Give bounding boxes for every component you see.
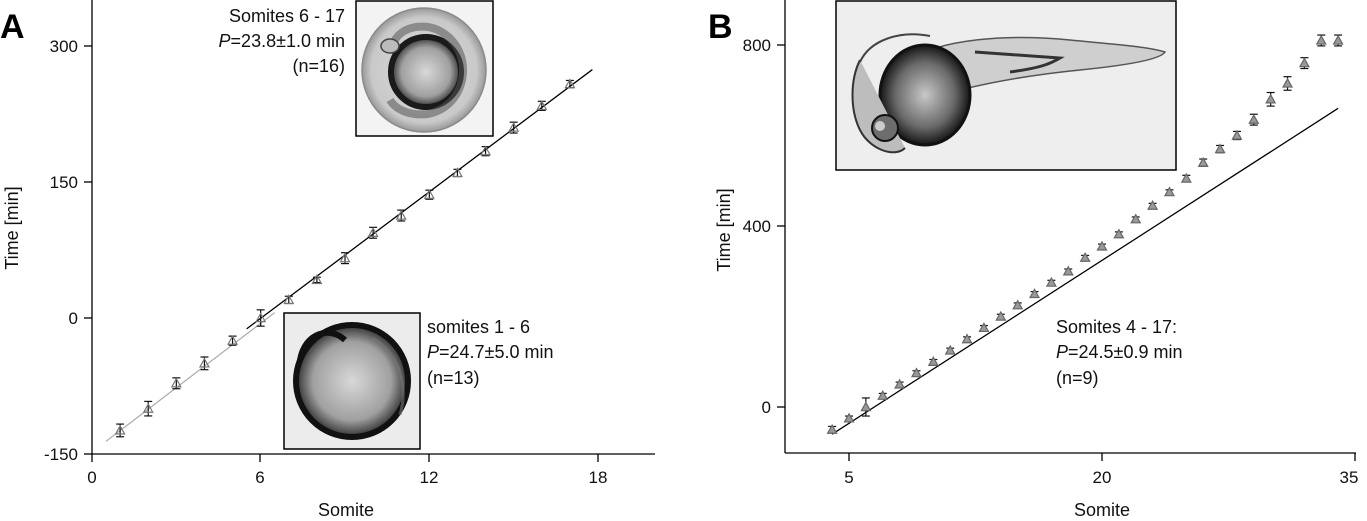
panel-a-top-annotation-line3: (n=16) <box>292 56 345 76</box>
panel-b-data-point <box>1012 299 1024 310</box>
panel-a-data-point <box>480 145 492 157</box>
panel-a-data-point <box>170 377 182 390</box>
panel-a-y-axis-title: Time [min] <box>2 186 22 269</box>
panel-a-series <box>114 78 576 438</box>
panel-b-data-point <box>1315 34 1327 47</box>
panel-a-xtick-label: 6 <box>255 468 264 487</box>
panel-a-data-point <box>227 334 239 346</box>
p-symbol: P <box>427 342 439 362</box>
panel-a-data-point <box>255 309 267 327</box>
panel-letter-a: A <box>0 8 25 46</box>
panel-b-series <box>826 34 1344 434</box>
panel-b-data-point <box>1163 186 1175 197</box>
period-value: =23.8±1.0 min <box>231 31 345 51</box>
panel-a-ytick-label: 300 <box>50 37 78 56</box>
panel-a-data-point <box>395 209 407 222</box>
panel-b-xtick-label: 35 <box>1340 468 1359 487</box>
panel-b-data-point <box>1282 76 1294 91</box>
p-symbol: P <box>1056 342 1068 362</box>
panel-a-fit-line <box>246 69 593 330</box>
panel-a-x-axis-title: Somite <box>318 500 374 520</box>
panel-a-plot: 300 150 0 -150 0 6 12 18 Somite Time [mi… <box>2 0 655 520</box>
panel-b-xtick-label: 5 <box>844 468 853 487</box>
panel-b-data-point <box>1096 240 1108 251</box>
panel-b-fit-lines <box>831 107 1339 435</box>
panel-b-data-point <box>1298 57 1310 70</box>
panel-b-data-point <box>961 333 973 344</box>
period-value: =24.7±5.0 min <box>439 342 553 362</box>
panel-a-fit-lines <box>105 69 593 442</box>
panel-a-top-annotation-line1: Somites 6 - 17 <box>229 6 345 26</box>
panel-b-data-point <box>1130 213 1142 224</box>
panel-a-data-point <box>423 188 435 200</box>
panel-a-data-point <box>508 121 520 134</box>
panel-b-data-point <box>910 367 922 378</box>
panel-a-data-point <box>339 252 351 265</box>
panel-b-data-point <box>1180 172 1192 183</box>
panel-b-data-point <box>1214 143 1226 154</box>
panel-a-data-point <box>283 294 295 305</box>
panel-b-ytick-label: 800 <box>743 36 771 55</box>
panel-a-bottom-annotation-line2: P=24.7±5.0 min <box>427 342 553 362</box>
panel-a-top-annotation-line2: P=23.8±1.0 min <box>219 31 345 51</box>
panel-b-data-point <box>1045 276 1057 287</box>
panel-a-bottom-annotation-line1: somites 1 - 6 <box>427 317 530 337</box>
panel-b-data-point <box>1147 199 1159 210</box>
panel-b-data-point <box>1332 34 1344 47</box>
panel-b-y-axis-title: Time [min] <box>714 188 734 271</box>
panel-a-bottom-annotation-line3: (n=13) <box>427 368 480 388</box>
p-symbol: P <box>219 31 231 51</box>
panel-a-xtick-label: 12 <box>420 468 439 487</box>
panel-b-annotation-line2: P=24.5±0.9 min <box>1056 342 1182 362</box>
panel-b-plot: 800 400 0 5 20 35 Somite Time [min] Somi… <box>714 0 1358 520</box>
panel-b-data-point <box>944 344 956 355</box>
panel-a-data-point <box>536 100 548 111</box>
panel-b-x-axis-title: Somite <box>1074 500 1130 520</box>
panel-a-ytick-label: 150 <box>50 173 78 192</box>
panel-a-data-point <box>198 356 210 371</box>
panel-b-data-point <box>1231 129 1243 141</box>
panel-b-xtick-label: 20 <box>1093 468 1112 487</box>
panel-b-fit-line <box>831 107 1339 435</box>
panel-b-data-point <box>1265 91 1277 107</box>
panel-b-data-point <box>1197 156 1209 167</box>
panel-a-bottom-inset-image <box>283 312 421 450</box>
panel-b-data-point <box>877 389 889 400</box>
panel-b-data-point <box>995 310 1007 321</box>
panel-b-data-point <box>1113 228 1125 239</box>
panel-b-data-point <box>978 322 990 333</box>
panel-a-data-point <box>142 400 154 417</box>
panel-b-annotation-line3: (n=9) <box>1056 368 1099 388</box>
panel-b-ytick-label: 0 <box>762 398 771 417</box>
panel-b-data-point <box>1062 265 1074 276</box>
panel-b-ytick-label: 400 <box>743 217 771 236</box>
panel-b-inset-image <box>835 0 1177 171</box>
panel-a-data-point <box>311 274 323 285</box>
panel-a-xtick-label: 0 <box>87 468 96 487</box>
panel-b-data-point <box>826 423 838 434</box>
panel-a-data-point <box>114 423 126 438</box>
panel-b-data-point <box>1248 113 1260 126</box>
panel-b-annotation-line1: Somites 4 - 17: <box>1056 317 1177 337</box>
panel-a-xtick-label: 18 <box>589 468 608 487</box>
panel-b-data-point <box>927 356 939 366</box>
panel-a-ytick-label: -150 <box>44 445 78 464</box>
panel-b-data-point <box>843 412 855 423</box>
panel-a-data-point <box>367 226 379 239</box>
panel-letter-b: B <box>708 8 733 46</box>
panel-b-data-point <box>1079 251 1091 262</box>
panel-a-data-point <box>451 167 463 178</box>
panel-a-top-inset-image <box>355 0 494 137</box>
panel-b-data-point <box>860 397 872 417</box>
panel-b-data-point <box>894 378 906 389</box>
panel-a-fit-line <box>105 312 276 442</box>
period-value: =24.5±0.9 min <box>1068 342 1182 362</box>
panel-a-data-point <box>564 78 576 89</box>
panel-a-ytick-label: 0 <box>69 309 78 328</box>
panel-b-data-point <box>1029 288 1041 299</box>
